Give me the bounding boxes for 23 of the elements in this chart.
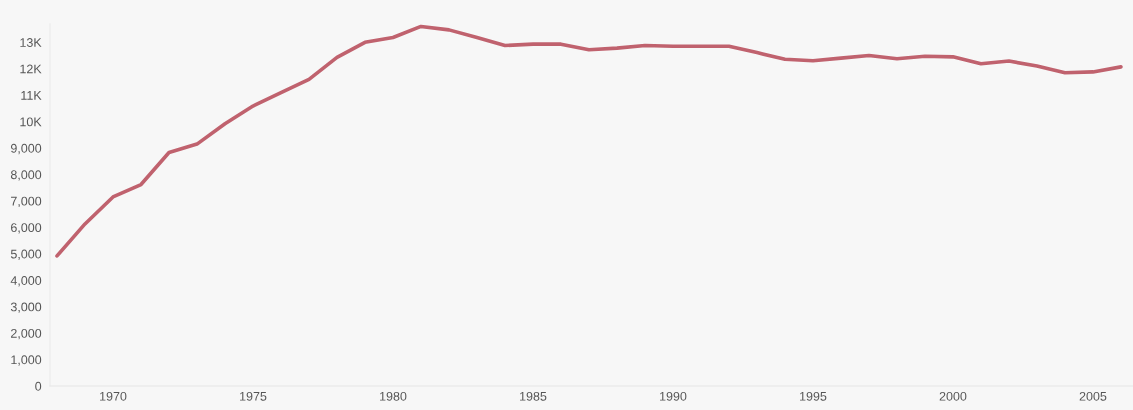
x-tick-label: 1990 xyxy=(660,391,687,401)
x-tick-label: 2005 xyxy=(1079,391,1107,401)
y-tick-label: 3,000 xyxy=(10,302,42,313)
x-tick-label: 1970 xyxy=(100,391,127,401)
y-tick-label: 5,000 xyxy=(10,249,42,260)
y-tick-label: 7,000 xyxy=(11,196,42,208)
x-tick-label: 1975 xyxy=(240,391,267,401)
y-tick-label: 9,000 xyxy=(10,143,42,155)
x-tick-label: 1985 xyxy=(520,391,547,401)
y-tick-label: 10K xyxy=(20,117,42,127)
x-tick-label: 2000 xyxy=(939,391,967,401)
y-tick-label: 2,000 xyxy=(11,328,42,340)
y-tick-label: 1,000 xyxy=(11,355,42,366)
y-tick-label: 13K xyxy=(20,38,42,47)
y-tick-label: 11K xyxy=(21,91,42,100)
x-tick-label: 1995 xyxy=(800,391,827,401)
y-tick-label: 12K xyxy=(20,64,42,74)
y-tick-label: 6,000 xyxy=(11,223,42,234)
y-tick-label: 4,000 xyxy=(10,276,42,287)
y-tick-label: 8,000 xyxy=(10,170,42,181)
x-tick-label: 1980 xyxy=(380,391,407,401)
y-tick-label: 0 xyxy=(35,381,42,391)
line-series xyxy=(55,24,1123,258)
